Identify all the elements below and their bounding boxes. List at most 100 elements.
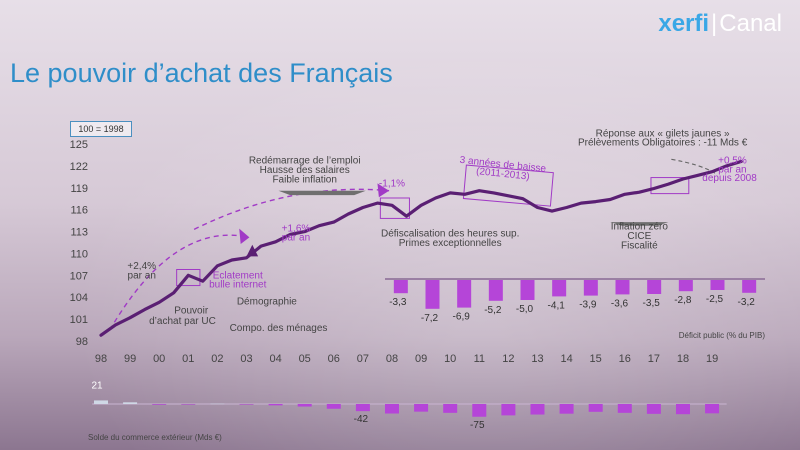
chart-annotation: Fiscalité: [621, 240, 658, 251]
trade-chart-title: Solde du commerce extérieur (Mds €): [88, 433, 222, 442]
y-tick-label: 98: [76, 336, 88, 348]
chart-annotation: Démographie: [237, 297, 297, 308]
chart-annotation: Compo. des ménages: [230, 323, 328, 334]
y-tick-label: 113: [70, 227, 88, 239]
trade-bar: [675, 404, 690, 415]
deficit-bar: [425, 280, 440, 309]
chart-annotation: -1,1%: [379, 178, 405, 189]
page-title: Le pouvoir d’achat des Français: [10, 58, 393, 88]
x-tick-label: 11: [474, 353, 485, 365]
deficit-bar: [710, 280, 725, 290]
trade-bar: [94, 400, 108, 404]
highlight-box-2011-2013: [462, 164, 554, 207]
chart-annotation: depuis 2008: [702, 173, 757, 184]
x-tick-label: 07: [357, 353, 369, 365]
trade-bar: [268, 404, 283, 406]
deficit-value-label: -6,9: [453, 312, 471, 323]
deficit-bar: [393, 280, 408, 294]
trade-bar: [530, 404, 545, 415]
chart-annotation: Primes exceptionnelles: [399, 238, 502, 249]
highlight-box-2001: [176, 268, 201, 287]
deficit-baseline: [385, 278, 765, 280]
chart-annotation: Réponse aux « gilets jaunes »: [596, 129, 730, 140]
deficit-value-label: -4,1: [548, 300, 566, 311]
trade-bar: [297, 404, 312, 407]
deficit-bar: [520, 280, 535, 300]
wedge-arrow-icon: [278, 190, 366, 196]
trend-arrow-1-6pct: [193, 188, 390, 230]
x-tick-label: 04: [269, 353, 281, 365]
chart-annotation: bulle internet: [209, 280, 266, 291]
x-tick-label: 15: [590, 353, 602, 365]
trade-bar: [646, 404, 661, 414]
arrow-up-icon: [246, 244, 259, 257]
chart-annotation: Inflation zéro: [611, 221, 669, 232]
chart-annotation: Hausse des salaires: [260, 165, 350, 176]
deficit-bar: [678, 280, 693, 292]
chart-annotation: Prélèvements Obligatoires : -11 Mds €: [578, 137, 748, 148]
trade-bar: [326, 404, 341, 409]
deficit-value-label: -3,2: [738, 297, 756, 308]
purchasing-power-line: [99, 159, 743, 337]
deficit-value-label: -5,2: [484, 305, 502, 316]
xerfi-canal-logo: xerfi|Canal: [658, 10, 782, 38]
y-tick-label: 107: [70, 270, 88, 282]
arrowhead-icon: [239, 228, 250, 244]
x-tick-label: 01: [182, 353, 194, 365]
y-tick-label: 101: [70, 314, 88, 326]
x-tick-label: 13: [531, 353, 543, 365]
chart-annotation: Pouvoir: [174, 305, 209, 316]
highlight-box-2008: [379, 197, 410, 219]
highlight-box-2017: [650, 177, 690, 195]
chart-annotation: +2,4%: [127, 261, 156, 272]
chart-annotation: CICE: [627, 231, 651, 242]
deficit-value-label: -2,8: [674, 295, 692, 306]
x-tick-label: 10: [444, 353, 456, 365]
deficit-value-label: -5,0: [516, 304, 534, 315]
x-tick-label: 02: [211, 353, 223, 365]
deficit-bar: [647, 280, 662, 294]
x-tick-label: 03: [240, 353, 252, 365]
y-tick-label: 122: [70, 161, 88, 173]
brand-xerfi: xerfi: [658, 10, 710, 37]
trade-bar: [705, 404, 720, 414]
deficit-bar: [552, 280, 567, 297]
trade-bar: [443, 404, 458, 413]
y-tick-label: 119: [70, 183, 88, 195]
deficit-value-label: -2,5: [706, 294, 724, 305]
y-tick-label: 110: [70, 248, 88, 260]
chart-annotation: +0,5%: [718, 156, 747, 167]
y-tick-label: 104: [70, 292, 88, 304]
trade-bar: [181, 404, 196, 405]
brand-canal: Canal: [719, 10, 782, 37]
trade-bar: [123, 402, 138, 404]
x-tick-label: 17: [648, 353, 660, 365]
x-tick-label: 09: [415, 353, 427, 365]
x-tick-label: 06: [328, 353, 340, 365]
chart-annotation: Faible inflation: [272, 175, 336, 186]
x-tick-label: 08: [386, 353, 398, 365]
brand-separator: |: [711, 10, 718, 37]
chart-annotation: Eclatement: [213, 270, 263, 281]
index-base-box: 100 = 1998: [70, 121, 132, 137]
trade-bar: [239, 404, 254, 405]
chart-annotation: Redémarrage de l’emploi: [249, 156, 361, 167]
y-tick-label: 116: [70, 205, 88, 217]
chart-annotation: par an: [128, 270, 156, 281]
x-tick-label: 99: [124, 353, 136, 365]
deficit-value-label: -7,2: [421, 313, 439, 324]
deficit-bar: [488, 280, 503, 301]
x-tick-label: 19: [706, 353, 718, 365]
trade-value-label: -42: [354, 414, 369, 425]
trade-bar: [384, 404, 399, 414]
deficit-value-label: -3,6: [611, 298, 629, 309]
deficit-bar: [742, 280, 757, 293]
chart-annotation: par an: [282, 232, 310, 243]
trade-bar: [617, 404, 632, 413]
deficit-bar: [583, 280, 598, 296]
deficit-value-label: -3,3: [389, 297, 407, 308]
x-tick-label: 00: [153, 353, 165, 365]
trade-bar: [414, 404, 429, 412]
deficit-bar: [615, 280, 630, 295]
